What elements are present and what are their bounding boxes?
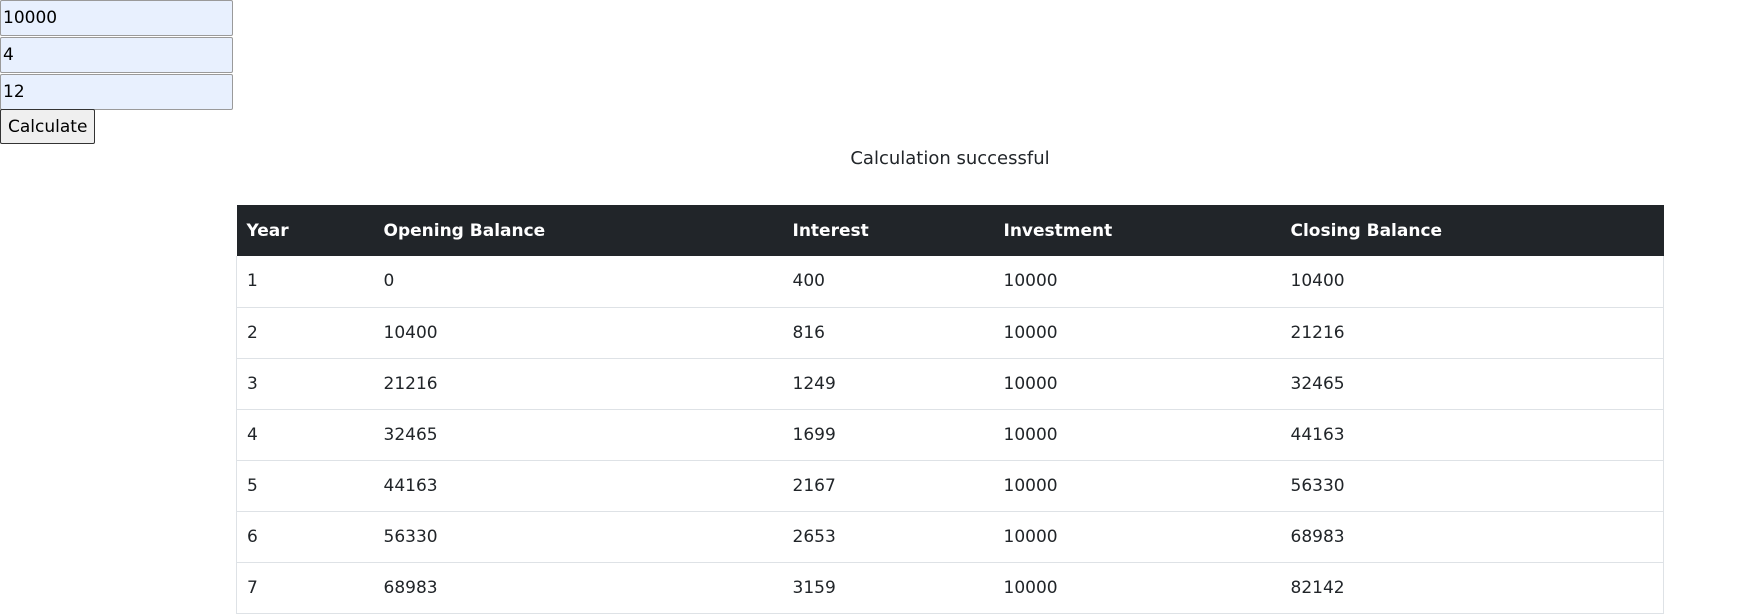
table-header-row: Year Opening Balance Interest Investment… <box>236 205 1664 256</box>
cell-opening-balance: 10400 <box>373 307 783 359</box>
table-row: 5 44163 2167 10000 56330 <box>236 460 1664 512</box>
cell-opening-balance: 44163 <box>373 460 783 512</box>
cell-investment: 10000 <box>993 562 1281 614</box>
cell-year: 6 <box>236 511 374 563</box>
cell-year: 5 <box>236 460 374 512</box>
cell-interest: 816 <box>782 307 994 359</box>
table-row: 2 10400 816 10000 21216 <box>236 307 1664 359</box>
status-message: Calculation successful <box>850 148 1050 169</box>
cell-closing-balance: 82142 <box>1280 562 1664 614</box>
cell-investment: 10000 <box>993 460 1281 512</box>
table-row: 4 32465 1699 10000 44163 <box>236 409 1664 461</box>
header-investment: Investment <box>993 205 1281 256</box>
header-opening-balance: Opening Balance <box>373 205 783 256</box>
cell-year: 1 <box>236 256 374 308</box>
cell-interest: 1699 <box>782 409 994 461</box>
cell-interest: 1249 <box>782 358 994 410</box>
interest-rate-input[interactable] <box>0 37 233 73</box>
cell-year: 7 <box>236 562 374 614</box>
cell-interest: 400 <box>782 256 994 308</box>
table-row: 3 21216 1249 10000 32465 <box>236 358 1664 410</box>
cell-year: 4 <box>236 409 374 461</box>
results-table-container: Year Opening Balance Interest Investment… <box>236 205 1664 614</box>
header-year: Year <box>236 205 374 256</box>
calculator-form <box>0 0 233 111</box>
header-closing-balance: Closing Balance <box>1280 205 1664 256</box>
cell-opening-balance: 0 <box>373 256 783 308</box>
cell-interest: 2167 <box>782 460 994 512</box>
cell-interest: 3159 <box>782 562 994 614</box>
cell-opening-balance: 21216 <box>373 358 783 410</box>
cell-closing-balance: 44163 <box>1280 409 1664 461</box>
calculate-button[interactable]: Calculate <box>0 109 96 144</box>
cell-investment: 10000 <box>993 358 1281 410</box>
cell-investment: 10000 <box>993 409 1281 461</box>
cell-closing-balance: 21216 <box>1280 307 1664 359</box>
header-interest: Interest <box>782 205 994 256</box>
cell-year: 3 <box>236 358 374 410</box>
table-row: 1 0 400 10000 10400 <box>236 256 1664 308</box>
results-table: Year Opening Balance Interest Investment… <box>236 205 1664 614</box>
cell-opening-balance: 68983 <box>373 562 783 614</box>
cell-closing-balance: 32465 <box>1280 358 1664 410</box>
years-input[interactable] <box>0 74 233 110</box>
table-row: 6 56330 2653 10000 68983 <box>236 511 1664 563</box>
cell-interest: 2653 <box>782 511 994 563</box>
cell-closing-balance: 68983 <box>1280 511 1664 563</box>
cell-opening-balance: 32465 <box>373 409 783 461</box>
cell-year: 2 <box>236 307 374 359</box>
cell-investment: 10000 <box>993 256 1281 308</box>
cell-closing-balance: 10400 <box>1280 256 1664 308</box>
cell-investment: 10000 <box>993 511 1281 563</box>
table-row: 7 68983 3159 10000 82142 <box>236 562 1664 614</box>
cell-investment: 10000 <box>993 307 1281 359</box>
cell-opening-balance: 56330 <box>373 511 783 563</box>
investment-amount-input[interactable] <box>0 0 233 36</box>
cell-closing-balance: 56330 <box>1280 460 1664 512</box>
